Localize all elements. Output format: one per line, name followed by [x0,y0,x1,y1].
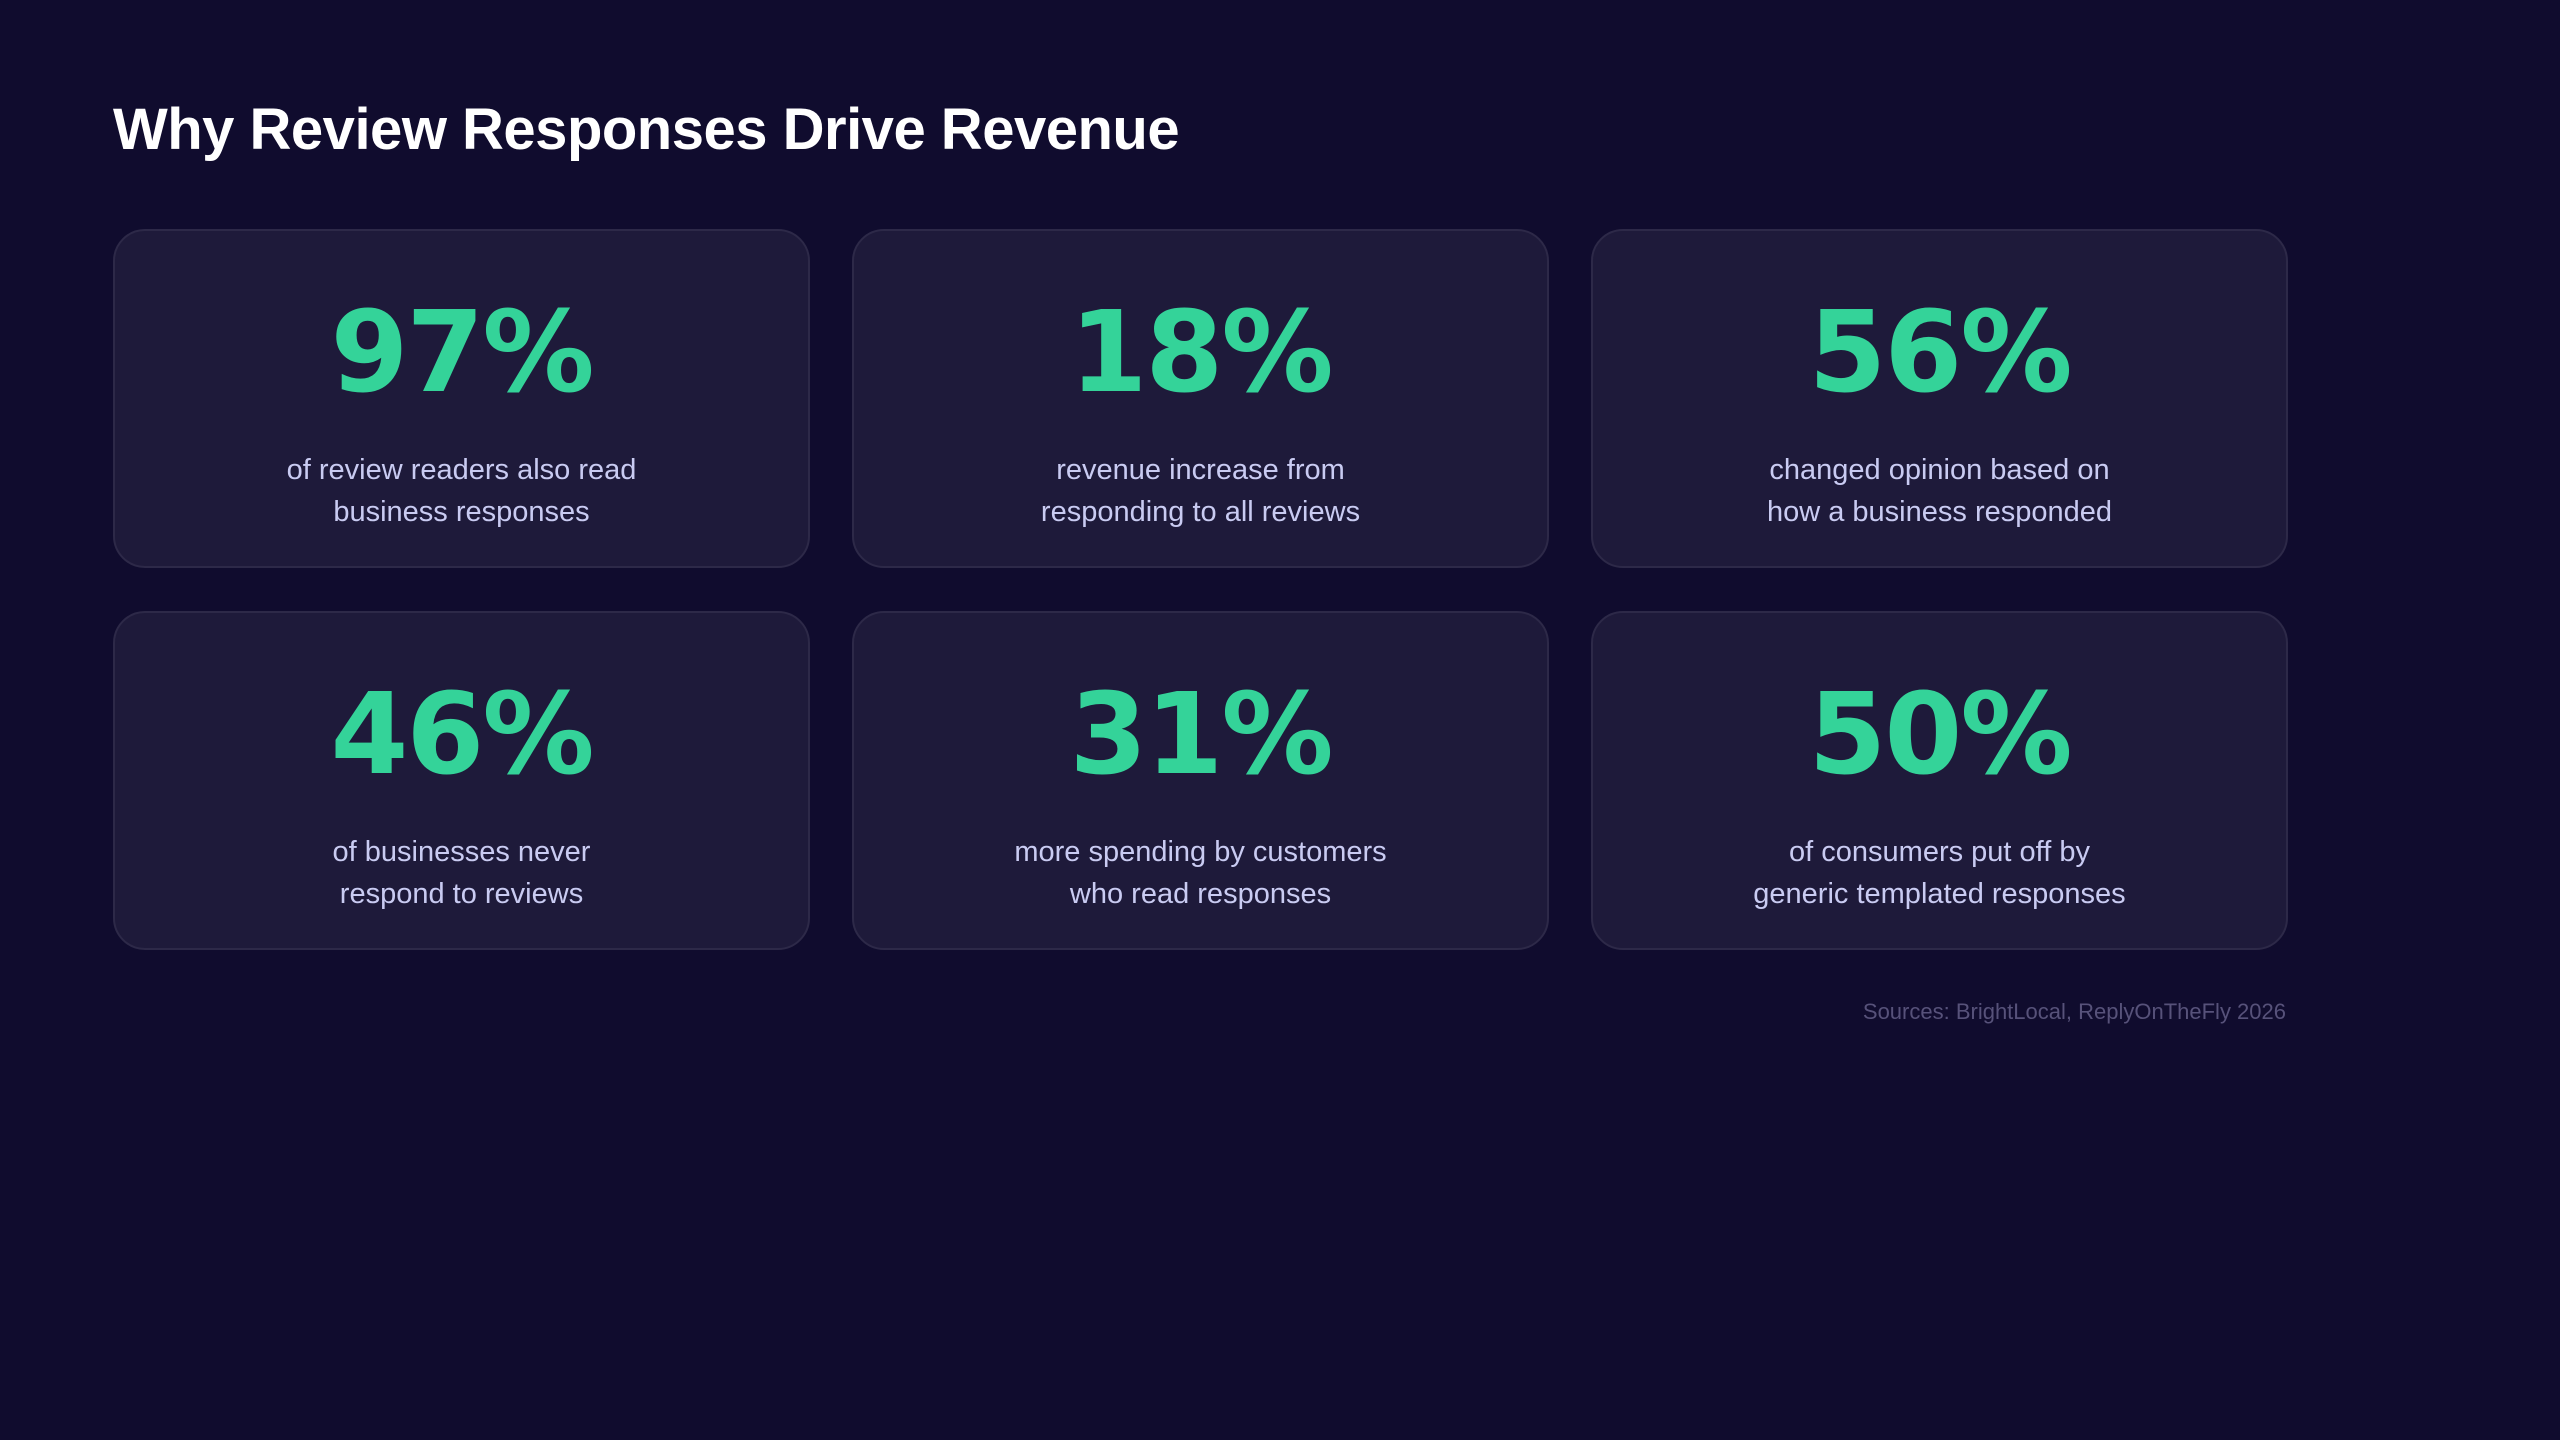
desc-line: more spending by customers [1014,836,1387,868]
stat-value: 50% [1808,670,2072,800]
stat-description: of review readers also read business resp… [242,449,682,533]
stat-description: more spending by customers who read respo… [981,831,1421,915]
stat-card: 50% of consumers put off by generic templ… [1591,611,2288,950]
stat-card: 97% of review readers also read business … [113,229,810,568]
desc-line: respond to reviews [339,878,584,910]
stat-value: 46% [330,670,594,800]
desc-line: responding to all reviews [1040,496,1361,528]
stat-value: 56% [1808,288,2072,418]
desc-line: who read responses [1069,878,1332,910]
stat-value: 18% [1069,288,1333,418]
stat-description: revenue increase from responding to all r… [981,449,1421,533]
stat-description: of businesses never respond to reviews [242,831,682,915]
desc-line: changed opinion based on [1769,454,2110,486]
stat-card: 46% of businesses never respond to review… [113,611,810,950]
stats-grid: 97% of review readers also read business … [113,229,2288,950]
page-title: Why Review Responses Drive Revenue [113,97,1180,162]
desc-line: business responses [333,496,590,528]
sources-note: Sources: BrightLocal, ReplyOnTheFly 2026 [1862,999,2286,1024]
stat-value: 97% [330,288,594,418]
desc-line: how a business responded [1766,496,2112,528]
stat-card: 56% changed opinion based on how a busine… [1591,229,2288,568]
desc-line: of consumers put off by [1789,836,2090,868]
stat-description: changed opinion based on how a business r… [1720,449,2160,533]
stat-card: 18% revenue increase from responding to a… [852,229,1549,568]
desc-line: of businesses never [332,836,591,868]
desc-line: revenue increase from [1056,454,1345,486]
desc-line: of review readers also read [286,454,637,486]
stat-description: of consumers put off by generic templated… [1720,831,2160,915]
desc-line: generic templated responses [1753,878,2126,910]
stat-card: 31% more spending by customers who read r… [852,611,1549,950]
stat-value: 31% [1069,670,1333,800]
